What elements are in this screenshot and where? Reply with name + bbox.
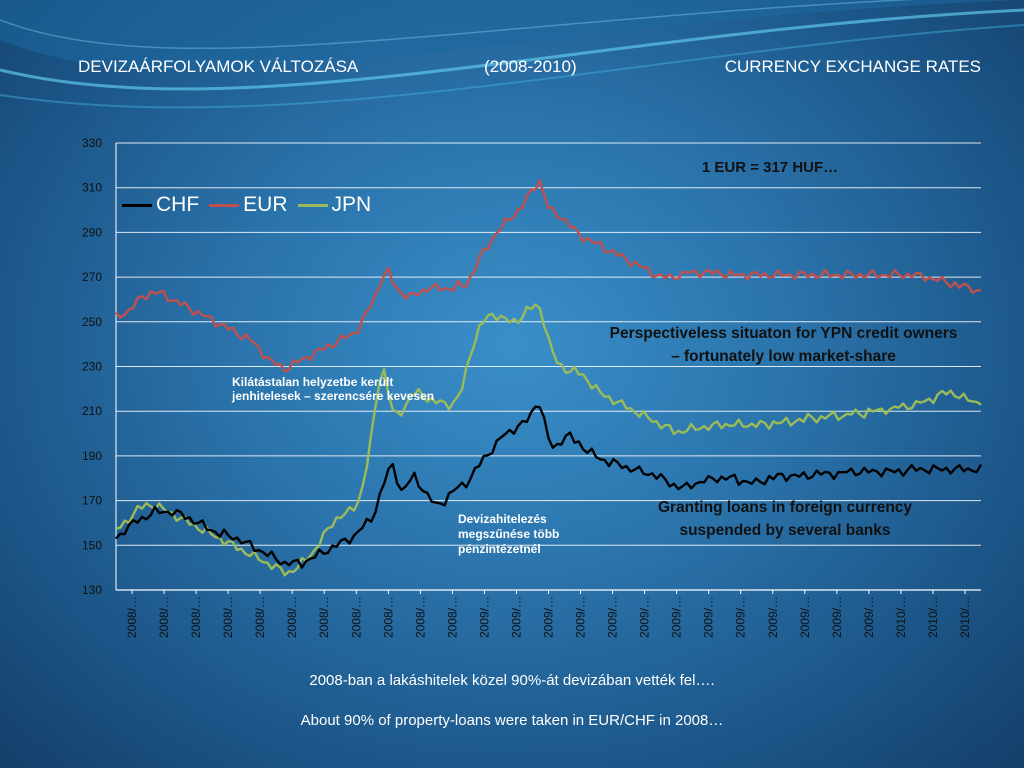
x-tick-label: 2008/… <box>445 596 459 638</box>
x-tick-label: 2009/… <box>670 596 684 638</box>
legend-item-chf: CHF <box>122 193 199 217</box>
title-english: CURRENCY EXCHANGE RATES <box>724 57 981 76</box>
x-tick-label: 2009/… <box>574 596 588 638</box>
y-tick-label: 250 <box>82 315 102 329</box>
x-tick-label: 2008/… <box>221 596 235 638</box>
x-tick-label: 2008/… <box>413 596 427 638</box>
chart-gridlines <box>116 142 981 546</box>
x-tick-label: 2008/… <box>317 596 331 638</box>
annotation-hu-banks: Devizahitelezés megszűnése több pénzinté… <box>458 512 560 556</box>
decorative-swoosh <box>0 0 1024 109</box>
legend-label-chf: CHF <box>156 193 200 216</box>
y-tick-label: 290 <box>82 225 102 239</box>
title-hungarian: DEVIZAÁRFOLYAMOK VÁLTOZÁSA <box>78 57 359 76</box>
x-tick-label: 2009/… <box>766 596 780 638</box>
x-tick-label: 2010/… <box>894 596 908 638</box>
y-axis: 130 150 170 190 210 230 250 270 290 310 330 <box>82 136 117 597</box>
y-tick-label: 190 <box>82 449 102 463</box>
y-tick-label: 330 <box>82 136 102 150</box>
x-tick-label: 2008/… <box>285 596 299 638</box>
y-tick-label: 310 <box>82 181 102 195</box>
title-period: (2008-2010) <box>484 57 577 76</box>
x-tick-label: 2009/… <box>509 596 523 638</box>
legend-label-jpn: JPN <box>331 193 372 216</box>
x-tick-label: 2009/… <box>638 596 652 638</box>
x-tick-label: 2008/… <box>253 596 267 638</box>
x-tick-label: 2008/… <box>381 596 395 638</box>
series-line-jpn <box>115 303 982 577</box>
y-tick-label: 210 <box>82 404 102 418</box>
x-tick-label: 2010/… <box>926 596 940 638</box>
x-tick-label: 2008/… <box>125 596 139 638</box>
x-tick-label: 2010/… <box>958 596 972 638</box>
x-tick-label: 2009/… <box>798 596 812 638</box>
legend-item-eur: EUR <box>209 193 288 217</box>
x-tick-label: 2009/… <box>542 596 556 638</box>
annotation-ypn-credit: Perspectiveless situaton for YPN credit … <box>609 325 958 365</box>
footer-hungarian: 2008-ban a lakáshitelek közel 90%-át dev… <box>309 672 715 689</box>
y-tick-label: 230 <box>82 360 102 374</box>
x-tick-label: 2009/… <box>830 596 844 638</box>
annotation-hu-yen-borrowers: Kilátástalan helyzetbe került jenhiteles… <box>232 375 435 403</box>
x-tick-label: 2009/… <box>862 596 876 638</box>
y-tick-label: 270 <box>82 270 102 284</box>
x-tick-label: 2008/… <box>349 596 363 638</box>
legend-swatch-jpn <box>297 203 328 207</box>
legend-label-eur: EUR <box>243 193 288 216</box>
annotation-eur-peak: 1 EUR = 317 HUF… <box>701 159 839 176</box>
legend-swatch-eur <box>209 203 240 207</box>
x-tick-label: 2009/… <box>734 596 748 638</box>
x-tick-label: 2008/… <box>157 596 171 638</box>
legend-swatch-chf <box>122 203 152 207</box>
x-tick-label: 2009/… <box>477 596 491 638</box>
x-tick-label: 2008/… <box>189 596 203 638</box>
footer-english: About 90% of property-loans were taken i… <box>300 712 724 729</box>
series-line-eur <box>115 179 982 373</box>
x-tick-label: 2009/… <box>606 596 620 638</box>
annotation-loans-suspended: Granting loans in foreign currency suspe… <box>657 499 913 539</box>
legend-item-jpn: JPN <box>297 193 372 217</box>
y-tick-label: 170 <box>82 494 102 508</box>
chart-series <box>115 179 983 577</box>
series-line-chf <box>115 405 983 569</box>
x-tick-label: 2009/… <box>702 596 716 638</box>
y-tick-label: 130 <box>82 583 102 597</box>
chart-legend: CHF EUR JPN <box>122 193 371 217</box>
x-axis: 2008/… 2008/… 2008/… 2008/… 2008/… 2008/… 2008… <box>116 589 981 638</box>
y-tick-label: 150 <box>82 538 102 552</box>
